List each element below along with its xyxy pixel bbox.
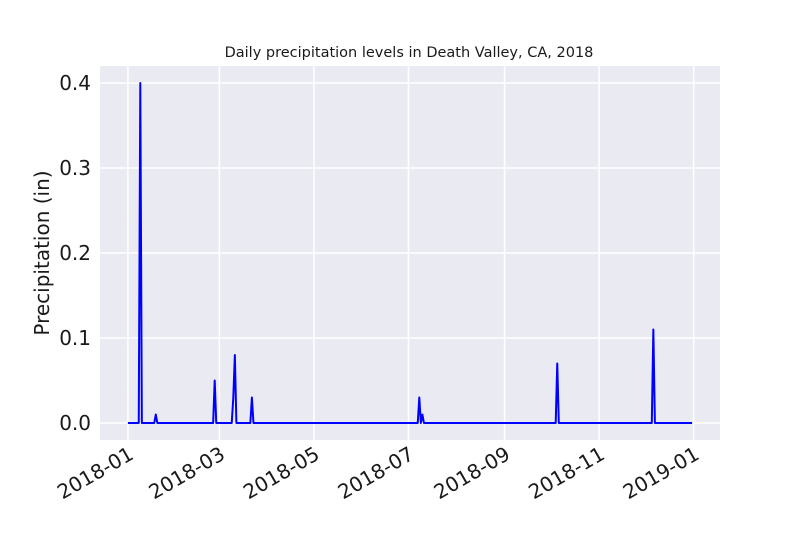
y-tick-label: 0.2 [59, 241, 91, 265]
x-axis-ticks: 2018-01 2018-03 2018-05 2018-07 2018-09 2018-… [53, 442, 703, 505]
chart-title: Daily precipitation levels in Death Vall… [225, 45, 594, 61]
x-tick-label: 2018-05 [239, 442, 323, 505]
y-axis-ticks: 0.0 0.1 0.2 0.3 0.4 [59, 71, 91, 435]
y-tick-label: 0.3 [59, 156, 91, 180]
y-tick-label: 0.1 [59, 326, 91, 350]
x-tick-label: 2018-01 [53, 442, 137, 505]
y-tick-label: 0.4 [59, 71, 91, 95]
x-tick-label: 2018-11 [524, 442, 608, 505]
precipitation-line [127, 82, 693, 424]
x-tick-label: 2018-09 [430, 442, 514, 505]
x-tick-label: 2019-01 [619, 442, 703, 505]
x-tick-label: 2018-03 [144, 442, 228, 505]
x-tick-label: 2018-07 [334, 442, 418, 505]
y-axis-label: Precipitation (in) [30, 170, 54, 335]
y-tick-label: 0.0 [59, 411, 91, 435]
